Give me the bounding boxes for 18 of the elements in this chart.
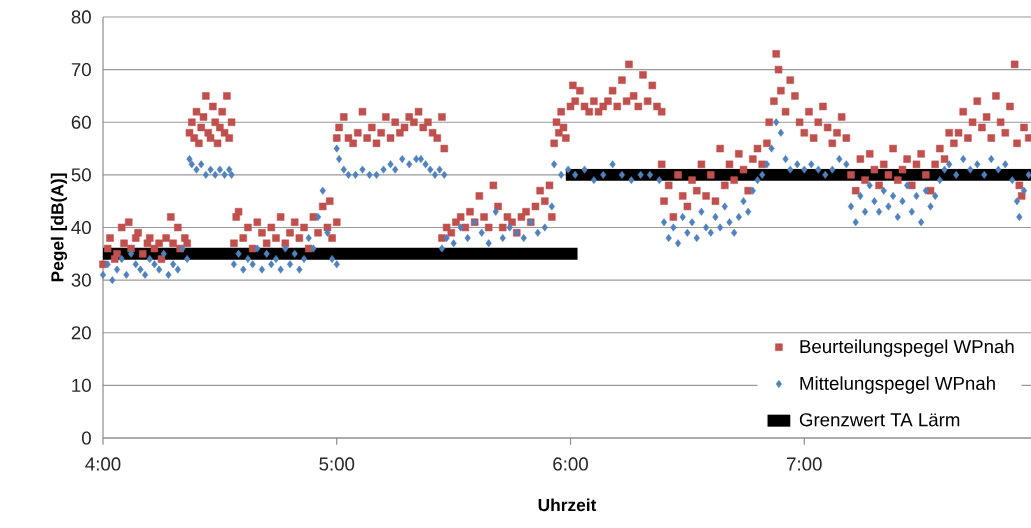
legend-label: Beurteilungspegel WPnah [800,339,1014,357]
y-tick-label: 10 [72,378,91,392]
y-tick-label: 80 [71,10,91,24]
y-axis-title: Pegel [dB(A)] [50,173,68,282]
x-tick-label: 4:00 [85,457,121,471]
y-tick-label: 20 [71,326,91,340]
y-tick-label: 40 [71,220,91,235]
y-tick-label: 0 [81,431,91,445]
y-tick-label: 50 [71,168,91,182]
x-axis-title: Uhrzeit [538,498,597,512]
legend-label: Grenzwert TA Lärm [799,413,960,427]
legend-label: Mittelungspegel WPnah [800,376,995,394]
y-tick-label: 70 [71,63,91,77]
x-tick-label: 5:00 [319,457,355,471]
x-tick-label: 6:00 [553,457,588,471]
x-tick-label: 7:00 [787,457,822,471]
y-tick-label: 30 [71,273,91,287]
y-tick-label: 60 [71,115,91,129]
